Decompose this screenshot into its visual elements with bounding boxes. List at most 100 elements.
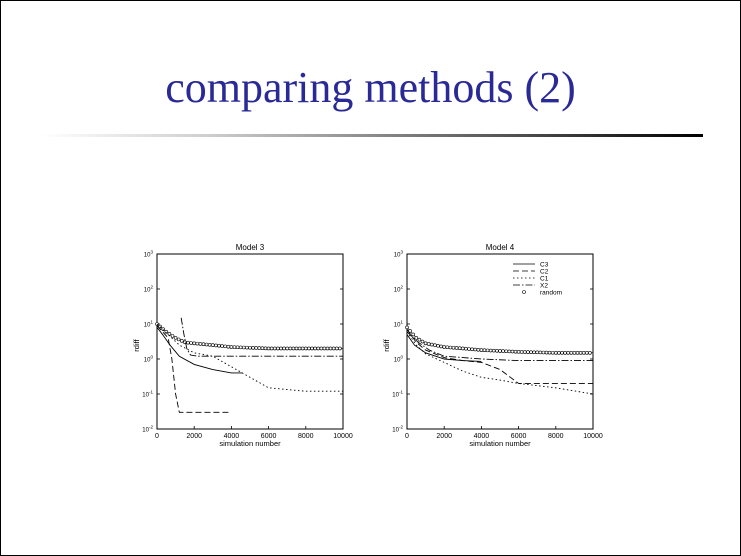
data-point bbox=[516, 350, 521, 354]
data-point bbox=[566, 351, 571, 355]
data-point bbox=[488, 348, 493, 353]
data-point bbox=[547, 350, 552, 355]
data-point bbox=[198, 342, 203, 346]
data-point bbox=[319, 346, 324, 351]
y-tick-label: 103 bbox=[394, 250, 404, 259]
data-point bbox=[519, 350, 524, 354]
data-point bbox=[557, 351, 561, 355]
series-line bbox=[180, 317, 343, 357]
data-point bbox=[588, 351, 592, 355]
x-tick-label: 8000 bbox=[298, 433, 314, 440]
series-1 bbox=[155, 322, 343, 351]
data-point bbox=[560, 351, 564, 355]
data-point bbox=[572, 351, 577, 355]
data-point bbox=[285, 346, 290, 351]
legend-marker bbox=[522, 290, 526, 294]
data-point bbox=[334, 346, 339, 351]
data-point bbox=[180, 339, 184, 343]
series-3 bbox=[156, 325, 232, 413]
data-point bbox=[242, 345, 246, 350]
data-point bbox=[303, 346, 308, 351]
data-point bbox=[485, 348, 490, 353]
data-point bbox=[498, 349, 502, 353]
series-line bbox=[406, 331, 593, 362]
legend-label: random bbox=[540, 290, 562, 297]
series-5 bbox=[156, 323, 343, 392]
y-axis-label: rdiff bbox=[382, 338, 391, 351]
data-point bbox=[491, 348, 496, 353]
data-point bbox=[467, 347, 471, 351]
data-point bbox=[538, 350, 543, 355]
data-point bbox=[445, 345, 450, 350]
data-point bbox=[541, 350, 546, 355]
data-point bbox=[167, 332, 172, 336]
data-point bbox=[238, 345, 243, 350]
series-line bbox=[156, 325, 232, 413]
data-point bbox=[229, 345, 234, 349]
data-point bbox=[423, 341, 428, 346]
data-point bbox=[507, 349, 512, 354]
data-point bbox=[235, 345, 240, 350]
data-point bbox=[192, 341, 196, 346]
plot-area bbox=[406, 253, 594, 430]
y-tick-label: 10-1 bbox=[142, 390, 153, 399]
series-2 bbox=[406, 329, 593, 384]
data-point bbox=[161, 327, 165, 331]
x-tick-label: 6000 bbox=[511, 433, 527, 440]
chart-2: Model 4 0 2000 4000 6000 8000 10000 10-2 10-1 100… bbox=[382, 243, 603, 448]
x-axis-label: simulation number bbox=[469, 439, 531, 448]
data-point bbox=[414, 336, 419, 340]
data-point bbox=[569, 351, 574, 355]
data-point bbox=[532, 350, 536, 355]
slide-title: comparing methods (2) bbox=[165, 63, 576, 112]
chart-title: Model 3 bbox=[236, 243, 265, 252]
series-2 bbox=[156, 327, 243, 374]
y-tick-label: 100 bbox=[394, 355, 404, 364]
y-tick-label: 101 bbox=[394, 320, 404, 329]
data-point bbox=[307, 346, 311, 351]
data-point bbox=[550, 350, 555, 355]
data-point bbox=[495, 349, 499, 353]
data-point bbox=[464, 346, 468, 351]
data-point bbox=[263, 346, 268, 351]
x-tick-label: 6000 bbox=[261, 433, 277, 440]
data-point bbox=[476, 347, 481, 352]
data-point bbox=[220, 344, 224, 348]
series-line bbox=[406, 329, 593, 384]
data-point bbox=[479, 348, 484, 352]
y-axis-label: rdiff bbox=[132, 338, 141, 351]
data-point bbox=[276, 346, 280, 351]
data-point bbox=[291, 346, 296, 351]
series-line bbox=[406, 334, 482, 362]
legend-label: C2 bbox=[540, 269, 549, 276]
data-point bbox=[223, 344, 227, 349]
x-tick-label: 8000 bbox=[548, 433, 564, 440]
data-point bbox=[170, 334, 175, 338]
data-point bbox=[426, 342, 431, 346]
data-point bbox=[584, 351, 589, 355]
x-tick-label: 0 bbox=[405, 433, 409, 440]
data-point bbox=[260, 346, 265, 351]
data-point bbox=[448, 345, 453, 350]
data-point bbox=[316, 346, 321, 351]
data-point bbox=[201, 342, 206, 347]
series-line bbox=[156, 323, 343, 392]
data-point bbox=[186, 340, 190, 345]
data-point bbox=[331, 346, 336, 351]
data-point bbox=[282, 346, 286, 351]
data-point bbox=[526, 350, 530, 354]
data-point bbox=[338, 346, 342, 351]
data-point bbox=[510, 349, 515, 354]
data-point bbox=[411, 332, 416, 337]
data-point bbox=[322, 346, 327, 351]
data-point bbox=[433, 343, 437, 347]
data-point bbox=[272, 346, 277, 351]
x-tick-label: 4000 bbox=[474, 433, 490, 440]
series-3 bbox=[406, 331, 594, 395]
legend-label: C1 bbox=[540, 276, 549, 283]
series-1 bbox=[405, 325, 593, 355]
data-point bbox=[211, 343, 215, 347]
data-point bbox=[328, 346, 333, 351]
data-point bbox=[460, 346, 465, 351]
